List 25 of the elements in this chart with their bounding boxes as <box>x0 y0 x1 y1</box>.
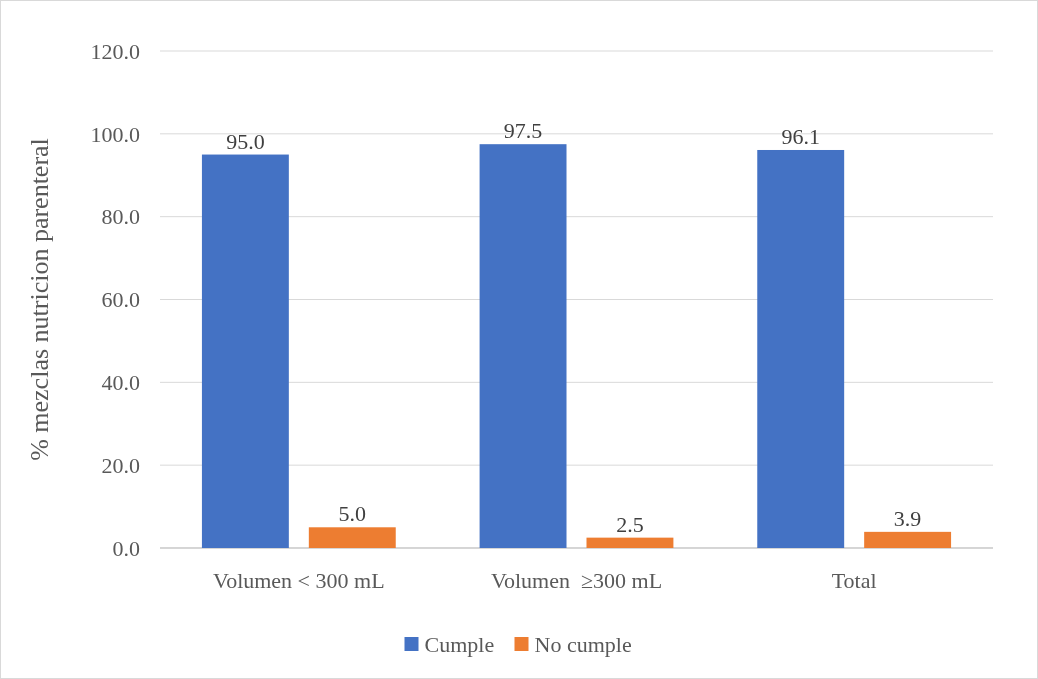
y-tick-label: 60.0 <box>101 287 140 313</box>
bar <box>864 531 952 548</box>
bar <box>308 527 396 548</box>
bar <box>201 154 289 548</box>
data-label: 3.9 <box>893 505 922 531</box>
data-label: 97.5 <box>503 118 543 144</box>
x-tick-label: Volumen ≥300 mL <box>490 568 663 593</box>
x-tick-label: Volumen < 300 mL <box>213 568 385 593</box>
x-tick-label: Total <box>831 568 877 593</box>
y-tick-label: 0.0 <box>112 535 140 561</box>
data-label: 95.0 <box>226 128 265 154</box>
data-label: 2.5 <box>616 511 644 537</box>
bar <box>479 144 567 548</box>
y-tick-label: 40.0 <box>101 370 140 396</box>
y-axis-title: % mezclas nutricion parenteral <box>25 138 54 461</box>
bar <box>757 149 845 548</box>
legend-label: No cumple <box>534 631 632 657</box>
data-label: 5.0 <box>338 501 367 527</box>
y-tick-label: 20.0 <box>101 452 140 478</box>
legend-label: Cumple <box>424 631 495 657</box>
y-tick-label: 80.0 <box>101 204 140 230</box>
y-tick-label: 100.0 <box>90 121 140 147</box>
y-tick-label: 120.0 <box>90 38 140 64</box>
bar <box>586 537 674 548</box>
data-label: 96.1 <box>781 123 820 149</box>
